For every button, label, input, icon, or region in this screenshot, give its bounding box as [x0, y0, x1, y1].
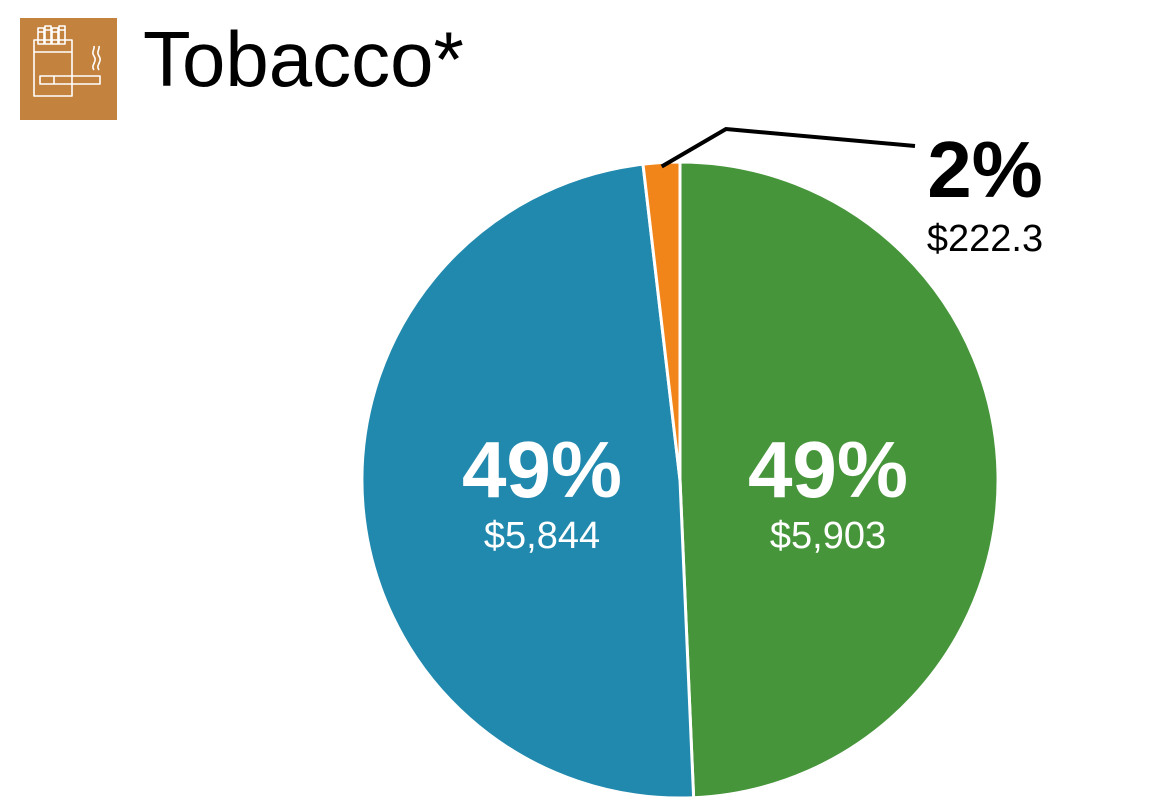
- slice-value-label-1: $5,844: [484, 515, 600, 557]
- slice-percent-label-0: 49%: [748, 425, 908, 514]
- page-title: Tobacco*: [143, 15, 464, 103]
- slice-percent-label-2: 2%: [927, 125, 1043, 214]
- pie-slice-0: [678, 160, 1000, 800]
- pie-slice-1: [360, 162, 696, 800]
- tobacco-icon: [20, 18, 117, 120]
- cigarette-pack-icon: [33, 25, 101, 97]
- slice-percent-label-1: 49%: [462, 425, 622, 514]
- slice-value-label-2: $222.3: [927, 218, 1043, 260]
- slice-value-label-0: $5,903: [770, 515, 886, 557]
- leader-line-2: [660, 126, 916, 169]
- pie-slice-2: [641, 160, 682, 482]
